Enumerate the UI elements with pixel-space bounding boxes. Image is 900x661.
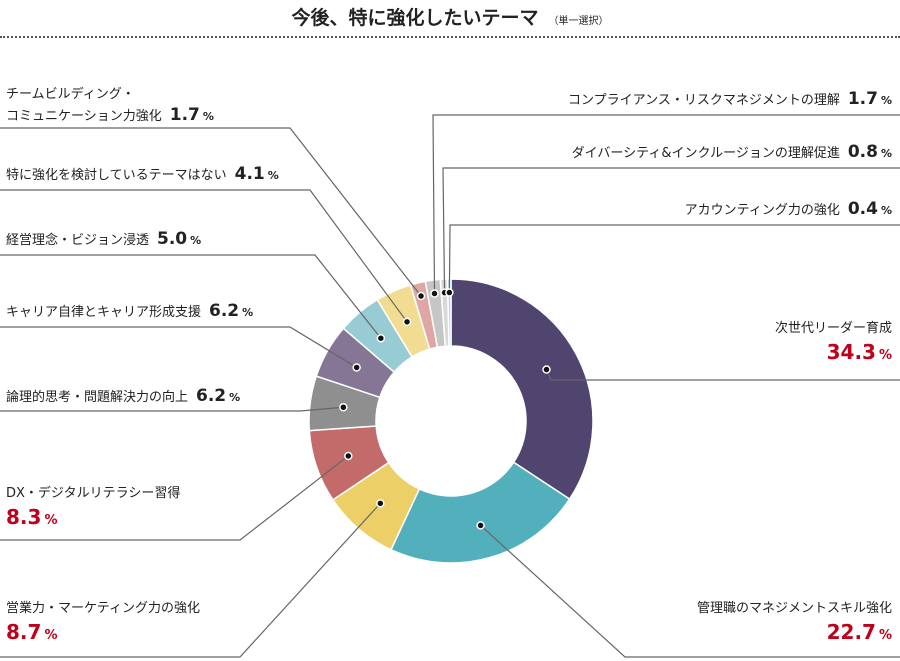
leader-dot [542,365,551,374]
leader-dot [476,521,485,530]
leader-dot [352,363,361,372]
slice-label-text: 特に強化を検討しているテーマはない [6,168,227,183]
leader-line [480,524,900,658]
leader-dot [402,317,412,327]
slice-value: 22.7% [826,620,892,644]
slice-label-text: キャリア自律とキャリア形成支援 [6,305,202,320]
donut-slice [450,278,594,501]
slice-label: キャリア自律とキャリア形成支援 6.2% [6,301,253,323]
slice-value: 8.7% [6,620,58,644]
slice-label: 特に強化を検討しているテーマはない 4.1% [6,164,279,186]
leader-line [0,189,408,323]
leader-dot [376,333,386,343]
slice-label: 論理的思考・問題解決力の向上 6.2% [6,386,240,408]
leader-line [0,127,422,297]
leader-line [0,406,344,412]
slice-value: 1.7% [847,89,892,109]
slice-label: DX・デジタルリテラシー習得 8.3% [6,483,180,534]
leader-line [0,455,349,541]
donut-slice [390,461,571,564]
leader-dot [430,289,439,298]
slice-label-text: コンプライアンス・リスクマネジメントの理解 [568,93,840,108]
chart-title: 今後、特に強化したいテーマ （単一選択） [291,7,609,29]
slice-label-text: DX・デジタルリテラシー習得 [6,486,181,501]
slice-label-text: 論理的思考・問題解決力の向上 [6,390,189,405]
slice-value: 0.8% [847,142,892,162]
leader-dot [344,451,353,461]
slice-label-text: 次世代リーダー育成 [774,321,892,336]
leader-line [0,254,382,339]
slice-label-text: チームビルディング・ コミュニケーション力強化 [6,87,162,124]
slice-label-text: 営業力・マーケティング力の強化 [6,601,200,616]
slice-label: コンプライアンス・リスクマネジメントの理解 1.7% [568,89,892,111]
leader-dot [339,402,348,412]
leader-line [0,502,381,658]
slice-value: 6.2% [209,301,254,321]
slice-value: 1.7% [169,105,214,125]
leader-line [448,224,900,293]
slice-label-text: 経営理念・ビジョン浸透 [6,233,150,248]
chart-subtitle: （単一選択） [548,16,609,27]
leader-dot [416,291,426,301]
leader-line [432,114,900,294]
leader-line [0,326,357,368]
slice-value: 8.3% [6,505,58,529]
slice-label-text: アカウンティング力の強化 [684,203,840,218]
slice-value: 0.4% [847,199,892,219]
slice-value: 34.3% [826,340,892,364]
slice-value: 5.0% [157,229,202,249]
leader-dot [445,288,454,297]
slice-label: 次世代リーダー育成 34.3% [775,318,892,369]
slice-label-text: 管理職のマネジメントスキル強化 [696,601,892,616]
slice-label: 営業力・マーケティング力の強化 8.7% [6,598,200,649]
slice-label: ダイバーシティ&インクルージョンの理解促進 0.8% [572,142,892,164]
slice-label: アカウンティング力の強化 0.4% [685,199,892,221]
slice-label: 経営理念・ビジョン浸透 5.0% [6,229,201,251]
leader-line [545,369,900,381]
slice-label-text: ダイバーシティ&インクルージョンの理解促進 [571,146,840,161]
leader-line [442,167,900,293]
slice-label: 管理職のマネジメントスキル強化 22.7% [697,598,892,649]
slice-value: 4.1% [234,164,279,184]
dotted-divider [0,36,900,38]
slice-label: チームビルディング・ コミュニケーション力強化 1.7% [6,84,214,127]
slice-value: 6.2% [196,386,241,406]
leader-dot [376,499,385,508]
